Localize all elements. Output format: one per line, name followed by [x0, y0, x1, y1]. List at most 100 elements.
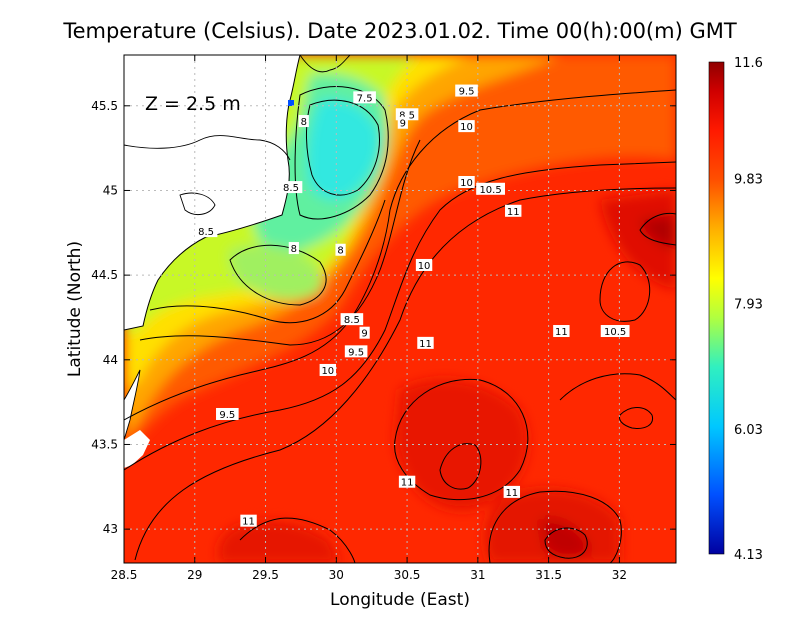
- y-tick-label: 43.5: [91, 437, 118, 451]
- contour-label: 7.5: [353, 91, 376, 104]
- contour-label-bg: [458, 176, 475, 188]
- depth-label: Z = 2.5 m: [145, 93, 241, 115]
- contour-label: 10: [458, 120, 475, 133]
- x-tick-label: 29: [187, 568, 202, 582]
- x-tick-label: 31: [470, 568, 485, 582]
- contour-label-bg: [340, 313, 364, 326]
- y-tick-label: 45: [103, 183, 118, 197]
- contour-label-bg: [194, 225, 218, 238]
- contour-label-text: 8: [291, 244, 297, 255]
- x-tick-label: 29.5: [252, 568, 279, 582]
- y-tick-label: 44: [103, 353, 118, 367]
- map-title: Temperature (Celsius). Date 2023.01.02. …: [62, 19, 737, 43]
- contour-label: 8.5: [194, 225, 218, 238]
- contour-label-text: 9.5: [348, 347, 364, 358]
- contour-label: 11: [503, 485, 521, 499]
- y-tick-label: 45.5: [91, 99, 118, 113]
- contour-label: 9.5: [216, 407, 239, 421]
- x-tick-label: 32: [612, 568, 627, 582]
- contour-label: 8: [298, 115, 309, 128]
- contour-label-text: 8: [301, 117, 307, 128]
- contour-label-text: 9.5: [219, 410, 235, 421]
- x-axis-label: Longitude (East): [330, 590, 470, 610]
- y-axis-label: Latitude (North): [65, 241, 85, 377]
- contour-label: 9: [397, 116, 408, 130]
- contour-label: 10: [415, 258, 433, 272]
- contour-label-text: 11: [505, 488, 518, 499]
- contour-label-bg: [353, 91, 376, 104]
- contour-label-text: 8.5: [399, 110, 415, 121]
- contour-label: 11: [417, 336, 434, 350]
- contour-label-bg: [335, 243, 346, 256]
- colorbar-tick-label: 7.93: [734, 298, 763, 313]
- contour-label-bg: [415, 258, 433, 271]
- colorbar-tick-label: 6.03: [734, 423, 763, 438]
- contour-label: 11: [398, 475, 416, 489]
- contour-label: 8: [335, 243, 346, 257]
- station-marker: [288, 100, 294, 106]
- y-axis-ticks: 43 43.5 44 44.5 45 45.5: [91, 99, 676, 536]
- contour-label-bg: [417, 336, 434, 349]
- contour-label: 11: [505, 204, 522, 218]
- coast-detail-4: [124, 369, 141, 441]
- x-axis-ticks: 28.5 29 29.5 30 30.5 31 31.5 32: [111, 55, 627, 582]
- contour-label-text: 10.5: [604, 327, 626, 338]
- colorbar-tick-label: 11.6: [734, 56, 763, 71]
- contour-label-bg: [505, 204, 522, 217]
- contour-label: 10.5: [476, 182, 505, 196]
- contour-label-bg: [397, 116, 408, 129]
- y-tick-label: 44.5: [91, 268, 118, 282]
- contour-label-text: 8.5: [283, 183, 299, 194]
- contour-label-bg: [359, 326, 370, 339]
- contour-label-bg: [553, 325, 570, 338]
- gridlines: [124, 55, 676, 563]
- contour-label-bg: [398, 475, 416, 488]
- x-tick-label: 30.5: [394, 568, 421, 582]
- contour-label-bg: [458, 120, 475, 133]
- x-tick-label: 31.5: [535, 568, 562, 582]
- contour-label-text: 7.5: [357, 93, 373, 104]
- colorbar-tick-label: 9.83: [734, 173, 763, 188]
- contour-label-bg: [298, 115, 309, 128]
- contour-label: 10: [458, 176, 475, 189]
- contour-label-text: 9: [400, 119, 406, 130]
- contour-label: 11: [553, 325, 570, 338]
- contour-label-text: 11: [242, 517, 255, 528]
- contour-label-text: 9.5: [459, 87, 475, 98]
- contour-label-text: 11: [419, 339, 432, 350]
- contour-label-text: 8: [337, 246, 343, 257]
- contour-label: 9: [359, 326, 370, 340]
- contour-label-text: 11: [555, 327, 568, 338]
- colorbar-labels: 11.6 9.83 7.93 6.03 4.13: [734, 56, 763, 563]
- contour-label-text: 8.5: [344, 315, 360, 326]
- shelf-edge: [124, 430, 150, 468]
- contour-label-bg: [503, 485, 521, 498]
- contour-label: 9.5: [344, 345, 368, 358]
- x-tick-label: 30: [329, 568, 344, 582]
- contour-label-text: 10: [460, 178, 473, 189]
- contour-label-bg: [288, 242, 299, 255]
- contour-label-text: 8.5: [198, 227, 214, 238]
- coast-detail-3: [179, 192, 216, 216]
- contour-label: 10.5: [600, 325, 630, 338]
- contour-label-text: 10: [460, 122, 473, 133]
- contour-label: 11: [240, 514, 257, 528]
- contour-lines: [124, 86, 676, 563]
- contour-label-bg: [319, 363, 337, 376]
- contour-label: 8: [288, 242, 299, 255]
- contour-label-bg: [279, 181, 303, 194]
- coast-detail-2: [299, 55, 351, 73]
- contour-label: 8.5: [279, 181, 303, 194]
- contour-label: 10: [319, 363, 337, 377]
- contour-label-bg: [344, 345, 368, 358]
- coast-detail-1: [124, 135, 291, 161]
- contour-label-text: 10.5: [479, 185, 501, 196]
- x-tick-label: 28.5: [111, 568, 138, 582]
- contour-label-bg: [455, 84, 478, 97]
- contour-label-text: 10: [418, 261, 431, 272]
- contour-label-bg: [240, 514, 257, 527]
